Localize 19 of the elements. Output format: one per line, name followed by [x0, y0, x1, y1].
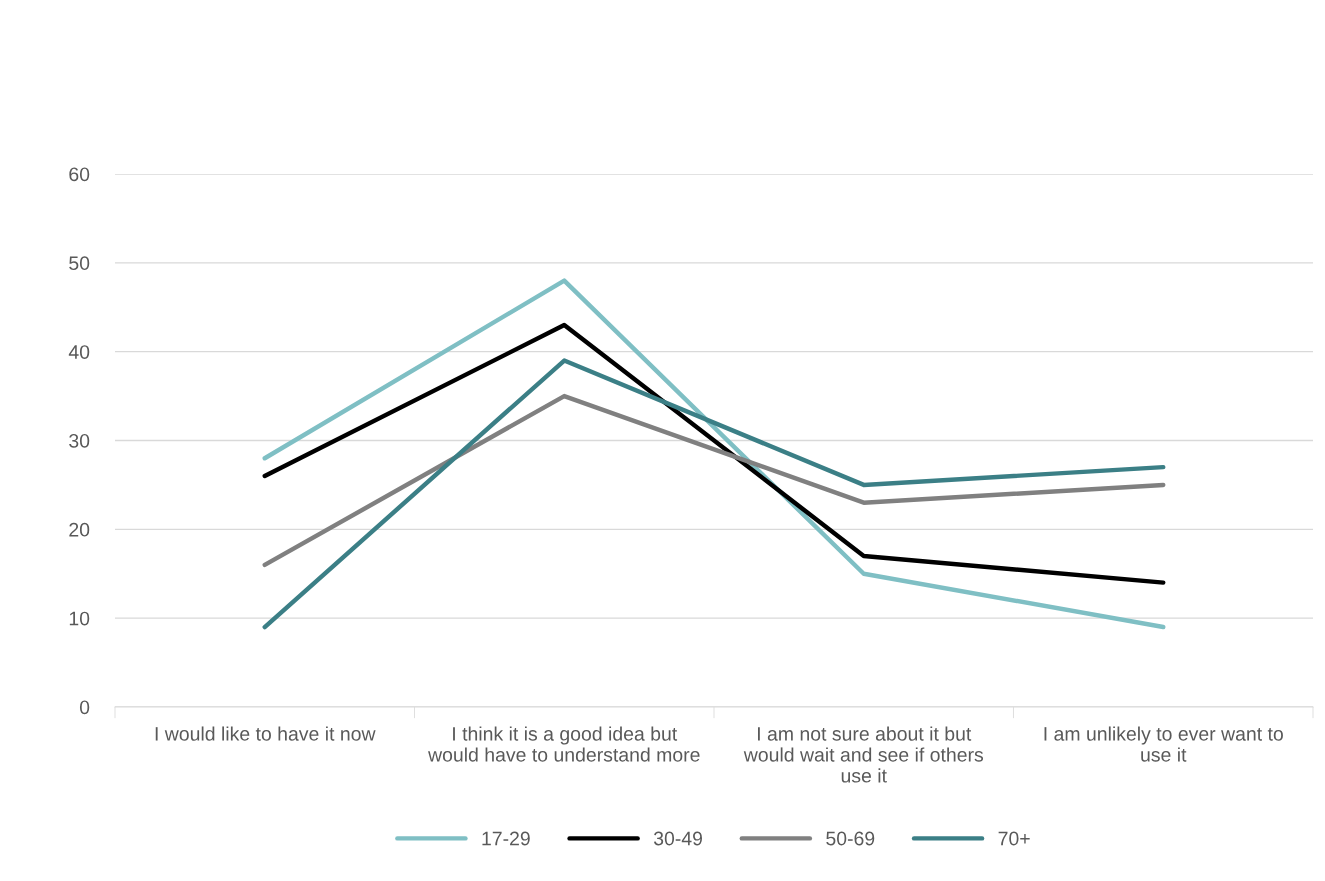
x-tick-label: I am not sure about it but would wait and see if others use it [743, 726, 984, 783]
y-tick-label: 60 [69, 167, 90, 182]
line-series [262, 358, 1166, 630]
y-tick-label: 40 [68, 345, 90, 359]
x-tick-label: I am unlikely to ever want to use it [1044, 726, 1283, 762]
y-tick-label: 10 [69, 611, 90, 626]
y-tick-label: 0 [79, 700, 90, 715]
y-tick-label: 30 [69, 433, 90, 448]
x-tick-label: I think it is a good idea but would have to understand more [428, 726, 700, 762]
legend-label: 50-69 [826, 831, 875, 846]
line-series [262, 393, 1166, 568]
line-series [262, 322, 1166, 585]
x-tick-label: I would like to have it now [155, 726, 376, 741]
legend-label: 30-49 [653, 831, 703, 846]
y-tick-label: 20 [69, 522, 90, 537]
line-series [262, 278, 1166, 630]
legend-label: 70+ [998, 831, 1030, 846]
legend-label: 17-29 [482, 831, 530, 846]
y-tick-label: 50 [69, 256, 90, 271]
